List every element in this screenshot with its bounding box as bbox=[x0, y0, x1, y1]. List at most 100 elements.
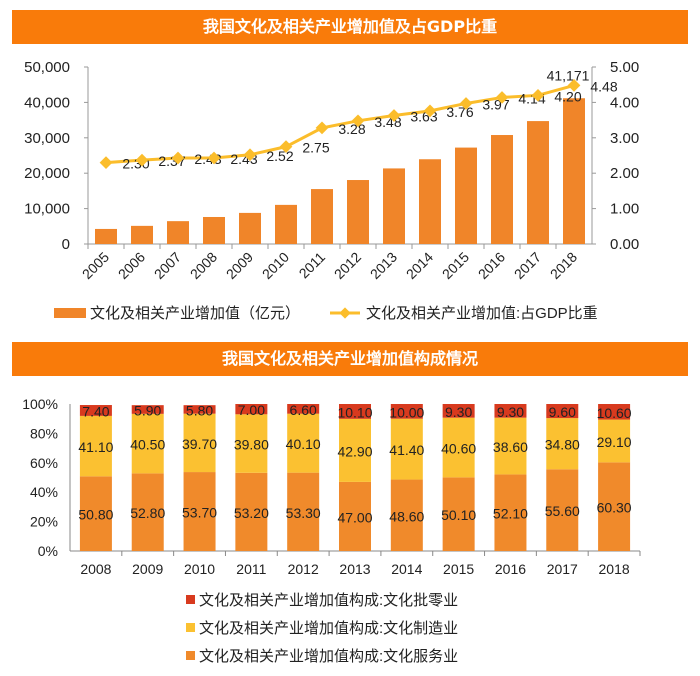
line-point bbox=[279, 140, 293, 154]
segment-data-label: 40.10 bbox=[286, 436, 321, 452]
stacked-bar-segment bbox=[546, 404, 579, 419]
line-data-label: 4.48 bbox=[590, 78, 617, 94]
segment-data-label: 55.60 bbox=[545, 503, 580, 519]
stacked-bar-segment bbox=[598, 419, 631, 463]
segment-data-label: 52.10 bbox=[493, 506, 528, 522]
stacked-bar-segment bbox=[183, 472, 216, 551]
stacked-bar-segment bbox=[235, 472, 268, 551]
line-data-label: 4.20 bbox=[554, 88, 581, 104]
line-point bbox=[387, 109, 401, 122]
stacked-bar-segment bbox=[79, 415, 112, 477]
y2-tick-label: 5.00 bbox=[610, 59, 639, 76]
x-tick-label: 2013 bbox=[367, 249, 400, 282]
segment-data-label: 6.60 bbox=[290, 402, 317, 418]
bar bbox=[383, 168, 405, 244]
x-tick-label-2: 2009 bbox=[132, 561, 163, 577]
segment-data-label: 7.40 bbox=[82, 403, 109, 419]
stacked-bar-segment bbox=[339, 404, 371, 419]
line-point bbox=[99, 156, 113, 169]
stacked-bar-segment bbox=[131, 405, 164, 414]
segment-data-label: 53.20 bbox=[234, 505, 269, 521]
line-data-label: 3.76 bbox=[446, 104, 473, 120]
stacked-bar-segment bbox=[131, 473, 164, 551]
stacked-bar-segment bbox=[598, 462, 631, 551]
bar bbox=[131, 225, 153, 244]
segment-data-label: 9.30 bbox=[445, 404, 472, 420]
legend-label-2: 文化及相关产业增加值构成:文化服务业 bbox=[199, 648, 458, 665]
x-tick-label: 2014 bbox=[403, 249, 436, 282]
stacked-bar-segment bbox=[131, 413, 164, 474]
bar bbox=[203, 216, 225, 244]
bar bbox=[419, 159, 441, 244]
segment-data-label: 39.70 bbox=[182, 436, 217, 452]
y2-tick-label: 2.00 bbox=[610, 165, 639, 182]
segment-data-label: 9.30 bbox=[497, 404, 524, 420]
stacked-bar-segment bbox=[494, 474, 527, 551]
stacked-bar-segment bbox=[442, 477, 475, 551]
x-tick-label: 2010 bbox=[259, 249, 292, 282]
segment-data-label: 5.90 bbox=[134, 403, 161, 419]
line-point bbox=[243, 148, 257, 162]
stacked-bar-segment bbox=[494, 404, 527, 418]
legend-swatch-2 bbox=[186, 595, 195, 604]
legend-bar-swatch bbox=[54, 308, 86, 318]
bar bbox=[275, 204, 297, 244]
stacked-bar-segment bbox=[390, 479, 423, 551]
legend-swatch-2 bbox=[186, 651, 195, 660]
segment-data-label: 29.10 bbox=[597, 434, 632, 450]
stacked-bar-segment bbox=[546, 418, 579, 470]
bar bbox=[347, 180, 369, 244]
bar bbox=[527, 121, 549, 244]
bar-data-label: 41,171 bbox=[547, 67, 590, 83]
stacked-bar-segment bbox=[79, 405, 112, 416]
x-tick-label-2: 2018 bbox=[599, 561, 630, 577]
segment-data-label: 40.60 bbox=[441, 441, 476, 457]
stacked-bar-segment bbox=[546, 469, 579, 551]
y-tick-label-2: 40% bbox=[30, 484, 58, 500]
segment-data-label: 50.80 bbox=[78, 507, 113, 523]
x-tick-label-2: 2016 bbox=[495, 561, 526, 577]
bar bbox=[167, 221, 189, 244]
legend-line-marker bbox=[339, 307, 351, 319]
segment-data-label: 50.10 bbox=[441, 507, 476, 523]
stacked-bar-segment bbox=[287, 404, 320, 414]
segment-data-label: 53.30 bbox=[286, 505, 321, 521]
stacked-bar-segment bbox=[287, 413, 320, 473]
segment-data-label: 9.60 bbox=[549, 404, 576, 420]
y-tick-label-2: 0% bbox=[38, 543, 58, 559]
segment-data-label: 10.10 bbox=[337, 404, 372, 420]
x-tick-label: 2007 bbox=[151, 249, 184, 282]
line-point bbox=[171, 151, 185, 165]
line-data-label: 2.75 bbox=[302, 140, 329, 156]
segment-data-label: 53.70 bbox=[182, 505, 217, 521]
bar bbox=[491, 135, 513, 244]
stacked-bar-segment bbox=[183, 413, 216, 473]
x-tick-label: 2016 bbox=[475, 249, 508, 282]
legend-swatch-2 bbox=[186, 623, 195, 632]
x-tick-label-2: 2013 bbox=[339, 561, 370, 577]
stacked-bar-segment bbox=[235, 404, 268, 415]
bar bbox=[563, 98, 585, 244]
segment-data-label: 5.80 bbox=[186, 402, 213, 418]
x-tick-label-2: 2008 bbox=[80, 561, 111, 577]
x-tick-label-2: 2014 bbox=[391, 561, 422, 577]
x-tick-label: 2009 bbox=[223, 249, 256, 282]
x-tick-label-2: 2015 bbox=[443, 561, 474, 577]
segment-data-label: 60.30 bbox=[597, 500, 632, 516]
x-tick-label: 2011 bbox=[296, 249, 329, 282]
chart2-title: 我国文化及相关产业增加值构成情况 bbox=[12, 342, 688, 376]
line-point bbox=[423, 104, 437, 118]
line-point bbox=[459, 97, 473, 110]
line-point bbox=[135, 153, 149, 167]
legend-label-2: 文化及相关产业增加值构成:文化批零业 bbox=[199, 592, 458, 609]
x-tick-label: 2005 bbox=[79, 249, 112, 282]
x-tick-label-2: 2012 bbox=[288, 561, 319, 577]
stacked-bar-segment bbox=[79, 476, 112, 551]
line-point bbox=[315, 121, 329, 135]
segment-data-label: 48.60 bbox=[389, 508, 424, 524]
stacked-bar-segment bbox=[339, 418, 371, 482]
legend-line-label: 文化及相关产业增加值:占GDP比重 bbox=[366, 305, 598, 322]
line-point bbox=[495, 91, 509, 104]
y2-tick-label: 0.00 bbox=[610, 236, 639, 253]
